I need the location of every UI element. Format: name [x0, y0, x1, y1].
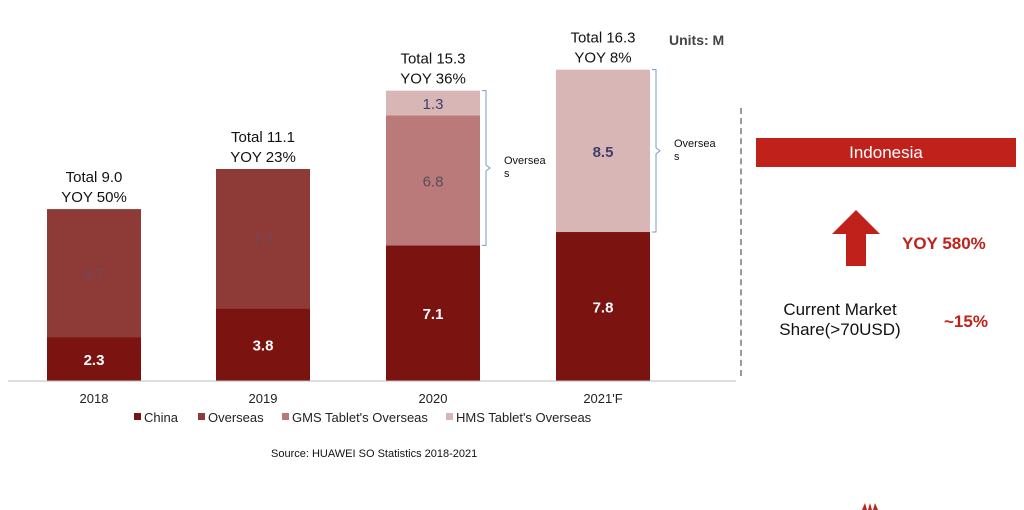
bracket-label-line2: s: [504, 168, 510, 180]
region-banner: Indonesia: [756, 138, 1016, 167]
legend-swatch: [134, 413, 141, 420]
labels: 2.3 6.7 2018 Total 9.0 YOY 50% 3.8 7.3 2019 Tota…: [61, 30, 635, 406]
yoy-label: YOY 8%: [574, 50, 631, 67]
bar-overseas-2019: [216, 168, 310, 309]
units-label: Units: M: [669, 32, 725, 48]
bar-overseas-2018: [47, 209, 141, 338]
data-label-1-0: 6.7: [84, 266, 105, 283]
bar-gms-tablet-s-overseas-2020: [386, 115, 480, 246]
market-share-label-line2: Share(>70USD): [779, 320, 901, 339]
bracket-label-line2: s: [674, 151, 680, 163]
legend: China Overseas GMS Tablet's Overseas HMS Ta…: [134, 410, 592, 425]
legend-label: GMS Tablet's Overseas: [292, 410, 428, 425]
data-label-3-3: 8.5: [593, 144, 614, 161]
total-label: Total 15.3: [400, 51, 465, 68]
bracket-label-line1: Oversea: [674, 138, 716, 150]
region-label: Indonesia: [849, 142, 923, 162]
overseas-bracket: [482, 90, 491, 246]
data-label-0-1: 3.8: [253, 338, 274, 355]
legend-label: China: [144, 410, 179, 425]
bar-china-2020: [386, 245, 480, 381]
bars: [47, 69, 650, 381]
x-tick-label: 2021'F: [583, 391, 622, 406]
total-label: Total 16.3: [570, 30, 635, 47]
bar-china-2021F: [556, 232, 650, 381]
market-share-label: Current Market Share(>70USD): [770, 300, 910, 340]
data-label-1-1: 7.3: [253, 232, 274, 249]
legend-swatch: [198, 413, 205, 420]
total-label: Total 11.1: [231, 129, 295, 146]
yoy-label: YOY 23%: [230, 149, 296, 166]
x-tick-label: 2020: [419, 391, 448, 406]
legend-label: Overseas: [208, 410, 264, 425]
legend-swatch: [282, 413, 289, 420]
yoy-label: YOY 36%: [400, 71, 466, 88]
overseas-bracket: [652, 69, 661, 233]
chart: 2.3 6.7 2018 Total 9.0 YOY 50% 3.8 7.3 2019 Tota…: [8, 30, 736, 425]
total-label: Total 9.0: [66, 169, 123, 186]
region-yoy: YOY 580%: [902, 234, 986, 253]
panel-divider: [740, 108, 742, 376]
yoy-label: YOY 50%: [61, 189, 127, 206]
source-note: Source: HUAWEI SO Statistics 2018-2021: [271, 448, 478, 460]
huawei-logo-icon: [862, 503, 878, 510]
bracket-label-line1: Oversea: [504, 155, 546, 167]
bar-china-2018: [47, 337, 141, 381]
market-share-value: ~15%: [944, 312, 988, 331]
data-label-3-2: 1.3: [423, 96, 444, 113]
up-arrow-icon: [832, 210, 880, 266]
legend-label: HMS Tablet's Overseas: [456, 410, 592, 425]
data-label-2-2: 6.8: [423, 173, 444, 190]
market-share-label-line1: Current Market: [783, 300, 897, 319]
data-label-0-2: 7.1: [423, 306, 444, 323]
bar-hms-tablet-s-overseas-2020: [386, 90, 480, 116]
x-tick-label: 2019: [249, 391, 278, 406]
x-tick-label: 2018: [80, 391, 109, 406]
data-label-0-3: 7.8: [593, 300, 614, 317]
bar-china-2019: [216, 308, 310, 381]
legend-swatch: [446, 413, 453, 420]
bar-hms-tablet-s-overseas-2021F: [556, 69, 650, 233]
data-label-0-0: 2.3: [84, 352, 105, 369]
